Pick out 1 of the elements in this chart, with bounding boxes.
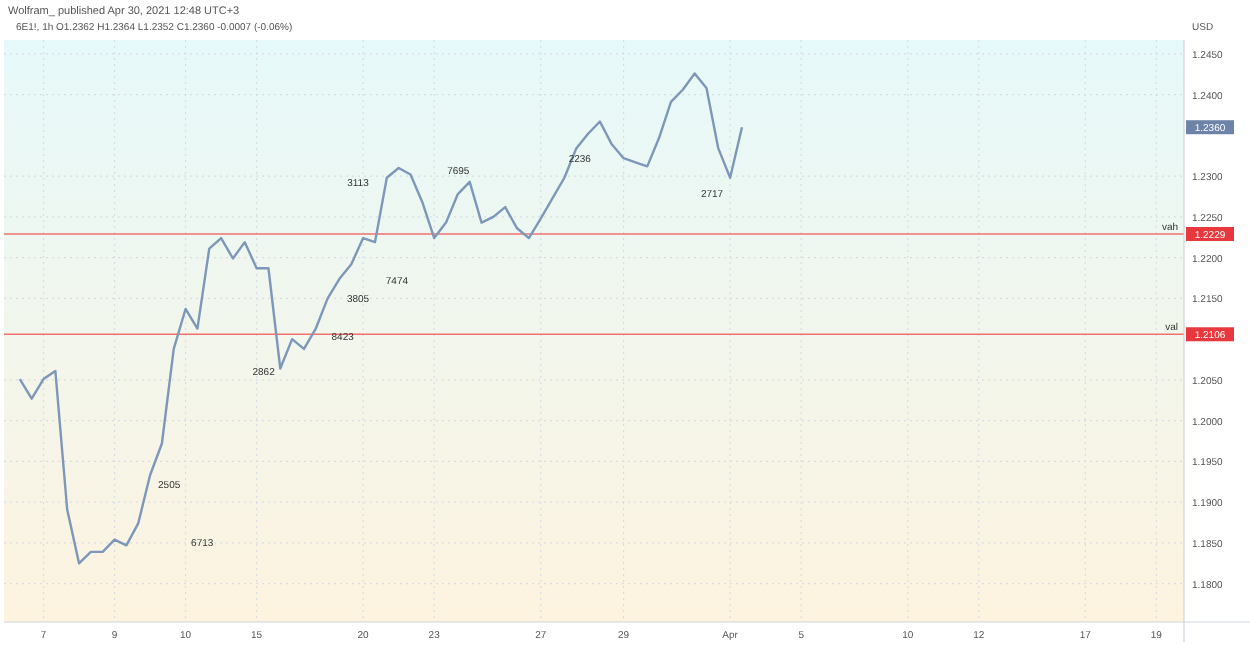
line-series [18, 72, 744, 565]
